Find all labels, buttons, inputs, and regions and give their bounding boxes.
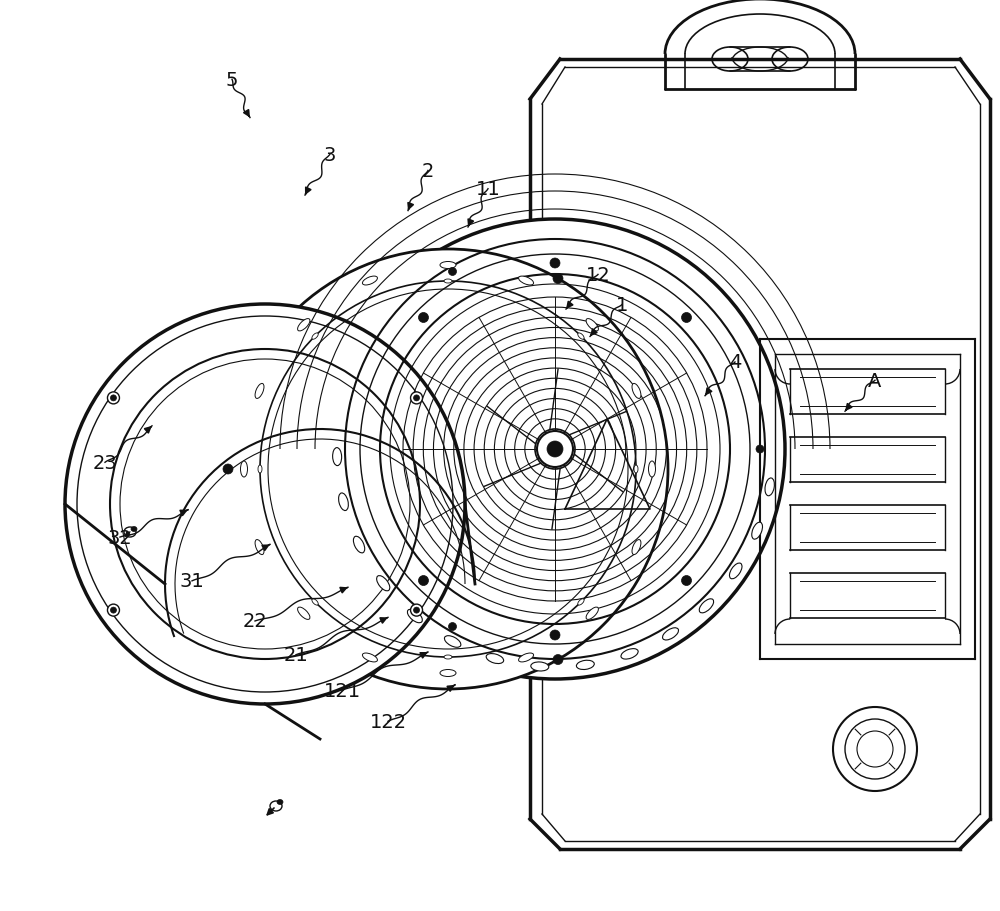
- Ellipse shape: [241, 462, 248, 477]
- Ellipse shape: [729, 563, 742, 579]
- Text: 1: 1: [616, 296, 628, 314]
- Ellipse shape: [550, 259, 560, 269]
- Ellipse shape: [124, 527, 136, 537]
- Text: 122: 122: [369, 712, 407, 731]
- Ellipse shape: [682, 576, 692, 586]
- Ellipse shape: [765, 478, 774, 496]
- Ellipse shape: [411, 604, 423, 617]
- Text: 23: 23: [93, 454, 117, 472]
- Ellipse shape: [414, 608, 420, 613]
- Ellipse shape: [110, 608, 116, 613]
- Ellipse shape: [578, 599, 584, 606]
- Text: 12: 12: [586, 266, 610, 284]
- Ellipse shape: [537, 432, 573, 467]
- Ellipse shape: [553, 274, 563, 284]
- Ellipse shape: [258, 466, 262, 474]
- Ellipse shape: [752, 523, 762, 539]
- Ellipse shape: [632, 540, 641, 555]
- Ellipse shape: [648, 462, 656, 477]
- Ellipse shape: [519, 277, 534, 286]
- Ellipse shape: [449, 623, 457, 630]
- Ellipse shape: [586, 319, 598, 332]
- Ellipse shape: [550, 630, 560, 640]
- Ellipse shape: [440, 670, 456, 677]
- Ellipse shape: [277, 800, 283, 804]
- Ellipse shape: [553, 655, 563, 665]
- Ellipse shape: [444, 636, 461, 648]
- Ellipse shape: [586, 608, 598, 619]
- Ellipse shape: [107, 604, 119, 617]
- Ellipse shape: [444, 280, 452, 283]
- Text: 4: 4: [729, 353, 741, 372]
- Ellipse shape: [270, 801, 282, 811]
- Ellipse shape: [131, 527, 137, 532]
- Ellipse shape: [440, 262, 456, 270]
- Text: 5: 5: [226, 71, 238, 89]
- Ellipse shape: [414, 395, 420, 402]
- Ellipse shape: [228, 250, 668, 690]
- Polygon shape: [530, 60, 990, 849]
- Ellipse shape: [255, 540, 264, 555]
- Text: 11: 11: [476, 180, 500, 199]
- Ellipse shape: [578, 333, 584, 340]
- Ellipse shape: [107, 393, 119, 404]
- Ellipse shape: [576, 660, 594, 670]
- Text: 32: 32: [108, 528, 132, 547]
- Ellipse shape: [682, 313, 692, 323]
- Ellipse shape: [411, 393, 423, 404]
- Text: 121: 121: [323, 681, 361, 700]
- Text: 22: 22: [243, 612, 267, 630]
- Text: 3: 3: [324, 146, 336, 164]
- Ellipse shape: [632, 384, 641, 399]
- Ellipse shape: [833, 707, 917, 791]
- Ellipse shape: [353, 537, 365, 553]
- Ellipse shape: [418, 576, 428, 586]
- Ellipse shape: [312, 599, 318, 606]
- Ellipse shape: [418, 313, 428, 323]
- Ellipse shape: [621, 649, 638, 660]
- Ellipse shape: [255, 384, 264, 399]
- Ellipse shape: [110, 395, 116, 402]
- Ellipse shape: [298, 319, 310, 332]
- Ellipse shape: [845, 719, 905, 779]
- Ellipse shape: [444, 655, 452, 660]
- Ellipse shape: [312, 333, 318, 340]
- Text: 31: 31: [180, 572, 204, 590]
- Ellipse shape: [857, 732, 893, 767]
- Ellipse shape: [377, 576, 390, 591]
- Ellipse shape: [325, 220, 785, 680]
- Ellipse shape: [362, 277, 377, 286]
- Ellipse shape: [663, 628, 679, 640]
- Ellipse shape: [486, 654, 504, 664]
- Ellipse shape: [634, 466, 638, 474]
- Ellipse shape: [65, 304, 465, 704]
- Ellipse shape: [531, 662, 549, 671]
- Ellipse shape: [223, 465, 233, 475]
- Ellipse shape: [339, 494, 348, 511]
- Ellipse shape: [699, 599, 714, 613]
- Ellipse shape: [519, 653, 534, 662]
- Ellipse shape: [407, 609, 422, 623]
- Ellipse shape: [333, 448, 342, 466]
- Text: 2: 2: [422, 162, 434, 180]
- Ellipse shape: [756, 445, 764, 454]
- Ellipse shape: [298, 608, 310, 619]
- Text: 21: 21: [284, 646, 308, 664]
- Text: A: A: [868, 372, 882, 390]
- Ellipse shape: [362, 653, 377, 662]
- Ellipse shape: [547, 442, 563, 457]
- Ellipse shape: [448, 268, 456, 276]
